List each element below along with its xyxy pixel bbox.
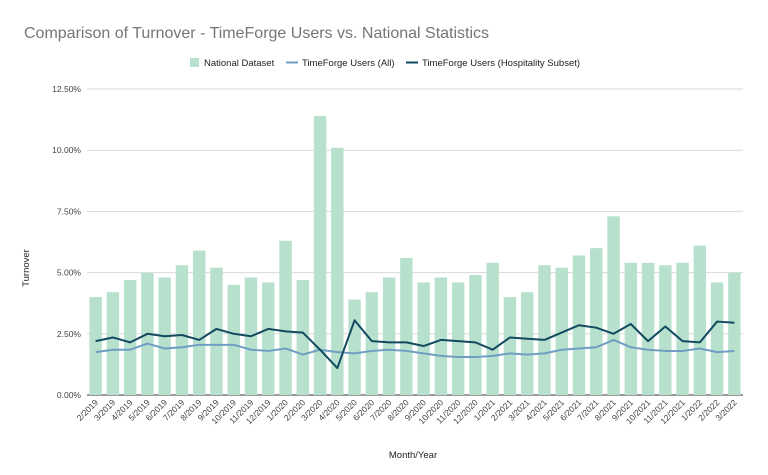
legend: National Dataset TimeForge Users (All) T… xyxy=(190,58,580,69)
legend-label-national: National Dataset xyxy=(204,58,275,69)
bar xyxy=(469,275,482,395)
legend-swatch-national xyxy=(190,58,199,67)
bar xyxy=(227,284,240,395)
line-timeforge-hospitality xyxy=(95,319,735,370)
bar xyxy=(296,279,310,395)
x-axis-title: Month/Year xyxy=(389,450,437,461)
y-axis-ticks: 0.00% 2.50% 5.00% 7.50% 10.00% 12.50% xyxy=(52,84,81,400)
x-axis-ticks: 2/20193/20194/20195/20196/20197/20198/20… xyxy=(75,397,739,426)
bar xyxy=(555,267,568,395)
bar xyxy=(400,257,413,395)
bar xyxy=(659,265,672,395)
y-tick-label: 5.00% xyxy=(57,268,82,278)
bar xyxy=(728,272,741,395)
bar xyxy=(123,279,137,395)
y-tick-label: 10.00% xyxy=(52,145,81,155)
bar xyxy=(641,262,655,395)
bar xyxy=(607,216,620,395)
bar xyxy=(503,297,517,395)
y-axis-title: Turnover xyxy=(21,249,32,287)
y-tick-label: 7.50% xyxy=(57,206,82,216)
bar xyxy=(434,277,448,395)
bar xyxy=(451,282,465,395)
bar xyxy=(348,299,361,395)
bar xyxy=(417,282,430,395)
bar xyxy=(331,147,344,395)
legend-label-hospitality: TimeForge Users (Hospitality Subset) xyxy=(422,58,580,69)
chart-title: Comparison of Turnover - TimeForge Users… xyxy=(24,25,489,42)
bar xyxy=(262,282,275,395)
y-tick-label: 12.50% xyxy=(52,84,81,94)
bar xyxy=(365,292,379,395)
bar xyxy=(382,277,396,395)
bar xyxy=(693,245,707,395)
bar xyxy=(676,262,689,395)
bar xyxy=(313,115,327,395)
legend-label-all: TimeForge Users (All) xyxy=(302,58,395,69)
bar xyxy=(590,248,603,395)
bars-national xyxy=(89,115,741,395)
line-timeforge-all xyxy=(95,338,735,359)
bar xyxy=(710,282,724,395)
bar xyxy=(210,267,223,395)
bar xyxy=(192,250,206,395)
bar xyxy=(486,262,499,395)
y-tick-label: 0.00% xyxy=(57,390,82,400)
bar xyxy=(520,292,534,395)
bar xyxy=(624,262,638,395)
bar xyxy=(538,265,551,395)
bar xyxy=(106,292,120,395)
y-tick-label: 2.50% xyxy=(57,329,82,339)
bar xyxy=(175,265,189,395)
bar xyxy=(89,297,102,395)
bar xyxy=(279,240,292,395)
series-lines xyxy=(95,319,735,370)
